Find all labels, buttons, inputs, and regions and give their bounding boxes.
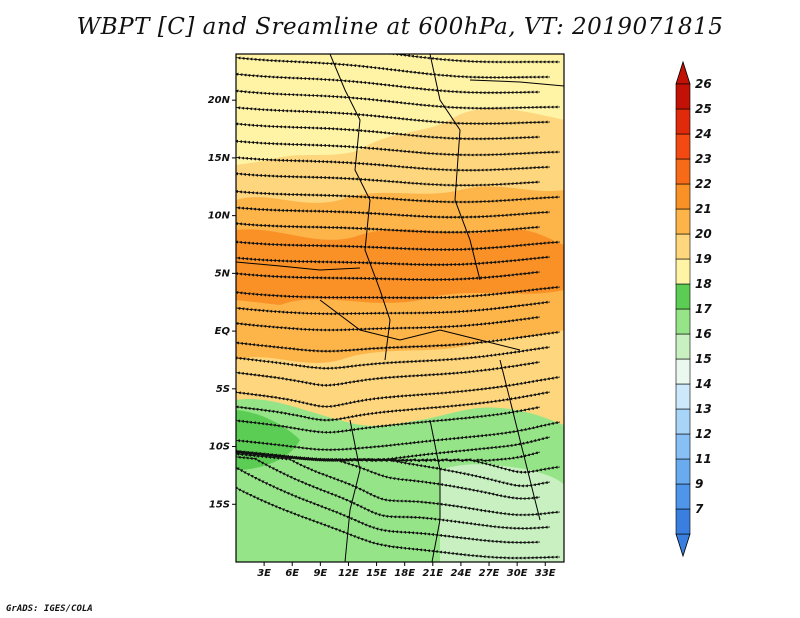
lon-tick-label: 9E — [313, 568, 327, 579]
colorbar-swatch — [675, 508, 691, 535]
colorbar-label: 12 — [695, 427, 712, 441]
map-frame — [235, 53, 565, 563]
colorbar-label: 25 — [695, 102, 712, 116]
lat-tick-label: 15S — [209, 499, 230, 510]
colorbar-swatch — [675, 108, 691, 135]
colorbar-label: 19 — [695, 252, 712, 266]
colorbar-swatch — [675, 483, 691, 510]
colorbar-label: 14 — [695, 377, 712, 391]
streamline — [236, 222, 541, 234]
lon-tick-label: 21E — [422, 568, 443, 579]
lon-tick-label: 15E — [366, 568, 387, 579]
colorbar-label: 24 — [695, 127, 712, 141]
colorbar-swatch — [675, 133, 691, 160]
colorbar-label: 20 — [695, 227, 712, 241]
colorbar-swatch — [675, 458, 691, 485]
colorbar-swatch — [675, 208, 691, 235]
streamline — [236, 300, 551, 316]
lat-tick-label: 15N — [208, 153, 231, 164]
colorbar-swatch — [675, 308, 691, 335]
colorbar-label: 22 — [695, 177, 712, 191]
streamline — [236, 139, 561, 157]
colorbar-cap-top — [675, 60, 691, 85]
colorbar-swatch — [675, 408, 691, 435]
streamline — [236, 206, 551, 219]
colorbar-label: 7 — [695, 502, 704, 516]
colorbar-swatch — [675, 158, 691, 185]
colorbar-label: 21 — [695, 202, 712, 216]
lon-tick-label: 30E — [507, 568, 528, 579]
colorbar-swatch — [675, 283, 691, 310]
colorbar-swatch — [675, 258, 691, 285]
country-borders — [236, 54, 564, 562]
colorbar-label: 18 — [695, 277, 712, 291]
colorbar-label: 26 — [695, 77, 712, 91]
lat-tick-label: 20N — [208, 95, 231, 106]
lon-tick-label: 33E — [535, 568, 556, 579]
lat-tick-label: 10S — [209, 442, 230, 453]
lon-tick-label: 18E — [394, 568, 415, 579]
colorbar-label: 17 — [695, 302, 712, 316]
chart-title: WBPT [C] and Sreamline at 600hPa, VT: 20… — [76, 14, 724, 40]
lon-tick-label: 6E — [285, 568, 299, 579]
streamline — [236, 315, 541, 332]
streamline — [236, 255, 551, 267]
longitude-axis: 3E 6E 9E 12E 15E 18E 21E 24E 27E 30E 33E — [257, 562, 556, 579]
colorbar-cap-bottom — [675, 533, 691, 558]
lon-tick-label: 12E — [338, 568, 359, 579]
lon-tick-label: 27E — [479, 568, 500, 579]
streamline — [236, 486, 561, 560]
colorbar-label: 16 — [695, 327, 712, 341]
lat-tick-label: 5N — [215, 268, 231, 279]
colorbar-swatch — [675, 433, 691, 460]
colorbar-label: 15 — [695, 352, 712, 366]
colorbar-swatch — [675, 333, 691, 360]
lon-tick-label: 24E — [451, 568, 472, 579]
wbpt-shading — [236, 54, 564, 562]
streamline — [236, 172, 541, 187]
lat-tick-label: EQ — [215, 326, 231, 337]
streamline — [236, 156, 551, 172]
streamline — [236, 240, 561, 252]
lon-tick-label: 3E — [257, 568, 271, 579]
footer-credit: GrADS: IGES/COLA — [6, 604, 93, 614]
streamline — [236, 285, 561, 300]
colorbar-swatch — [675, 233, 691, 260]
streamline — [236, 189, 561, 204]
colorbar-label: 11 — [695, 452, 712, 466]
lat-tick-label: 10N — [208, 211, 231, 222]
colorbar-swatch — [675, 358, 691, 385]
streamlines — [236, 54, 561, 560]
latitude-axis: 20N 15N 10N 5N EQ 5S 10S 15S — [208, 95, 236, 510]
streamline — [236, 270, 541, 282]
colorbar: 7 9 11 12 13 14 15 16 17 18 19 20 21 22 23 24 25 26 — [675, 60, 712, 558]
lat-tick-label: 5S — [216, 384, 230, 395]
streamline — [236, 122, 541, 141]
colorbar-swatch — [675, 183, 691, 210]
colorbar-label: 13 — [695, 402, 712, 416]
colorbar-swatch — [675, 383, 691, 410]
colorbar-label: 9 — [695, 477, 703, 491]
colorbar-swatch — [675, 83, 691, 110]
colorbar-label: 23 — [695, 152, 712, 166]
